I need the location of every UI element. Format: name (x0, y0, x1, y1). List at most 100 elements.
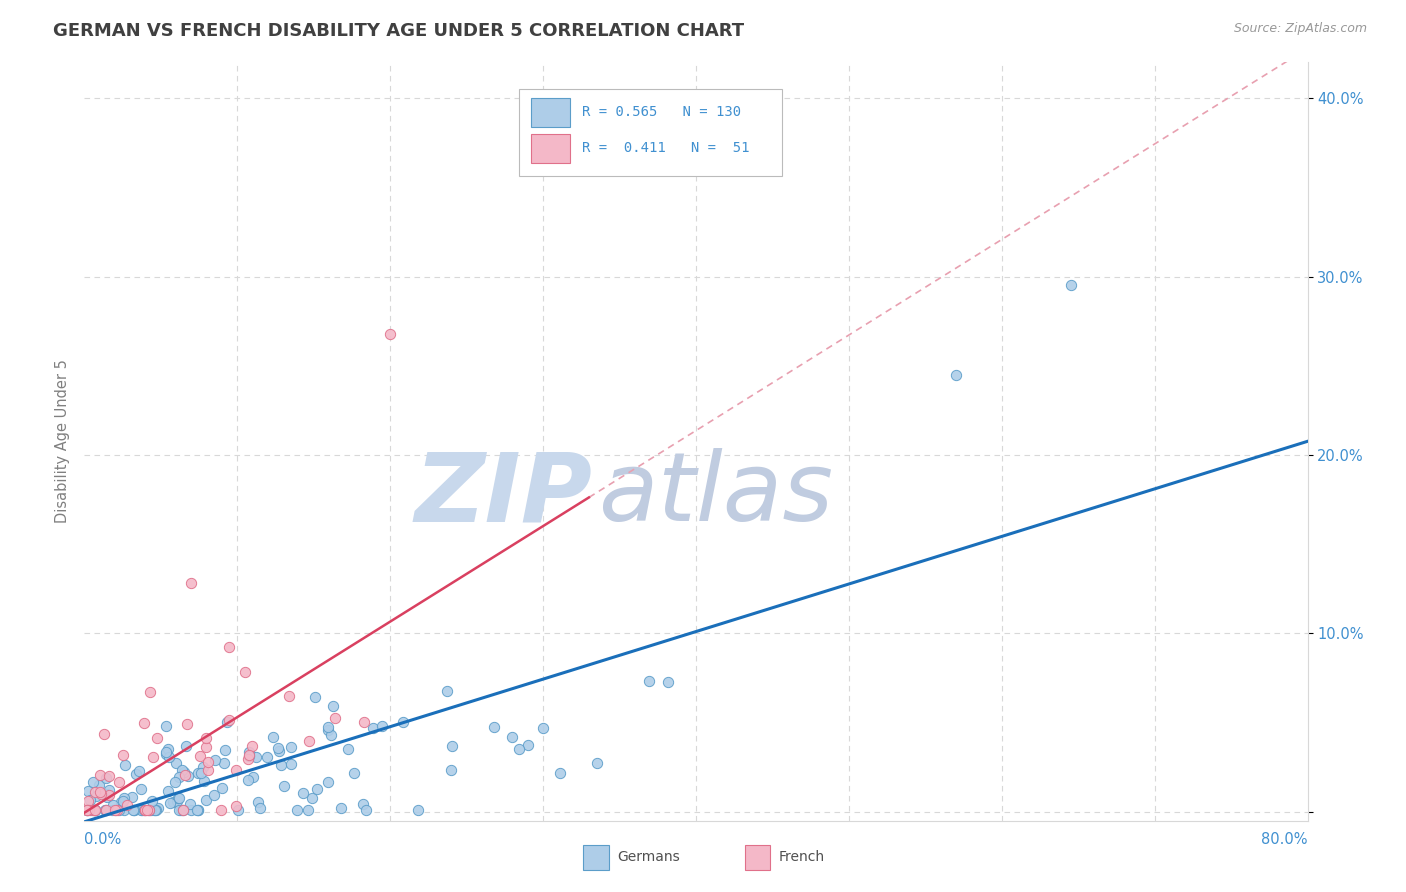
Point (657, 674, 679, 689)
Point (225, 763, 247, 777)
Point (132, 716, 155, 731)
Text: 80.0%: 80.0% (1261, 831, 1308, 847)
Point (316, 720, 339, 734)
Point (110, 795, 132, 809)
Point (121, 789, 143, 804)
Point (129, 803, 152, 817)
Point (240, 739, 263, 753)
Point (77, 784, 100, 798)
Point (169, 790, 191, 805)
Point (77, 803, 100, 817)
Point (280, 740, 302, 755)
Point (325, 711, 347, 725)
Point (138, 803, 160, 817)
Point (247, 795, 270, 809)
Point (548, 766, 571, 780)
Point (83, 803, 105, 817)
Point (155, 719, 177, 733)
Point (170, 803, 193, 817)
Point (94, 771, 117, 785)
Point (236, 773, 259, 788)
Point (226, 803, 249, 817)
Point (186, 766, 208, 780)
Point (392, 714, 415, 729)
Point (83, 803, 105, 817)
Point (517, 738, 540, 752)
Point (280, 756, 302, 771)
Point (77, 794, 100, 808)
Point (245, 749, 267, 764)
Point (157, 742, 180, 756)
FancyBboxPatch shape (531, 98, 569, 127)
Point (122, 803, 145, 817)
Point (482, 721, 505, 735)
Point (101, 803, 124, 817)
Text: Germans: Germans (617, 850, 681, 864)
Point (194, 731, 217, 745)
Point (322, 698, 344, 713)
Point (141, 794, 163, 808)
Point (159, 797, 181, 811)
Point (197, 755, 219, 769)
Point (139, 685, 162, 699)
Point (301, 791, 323, 805)
Point (304, 690, 326, 705)
Point (242, 770, 264, 784)
Point (146, 801, 169, 815)
Point (436, 683, 458, 698)
Point (101, 797, 124, 812)
Point (108, 803, 131, 817)
Point (238, 752, 260, 766)
Point (94, 803, 117, 817)
Text: R =  0.411   N =  51: R = 0.411 N = 51 (582, 141, 749, 155)
Point (141, 749, 163, 764)
Point (97, 783, 120, 797)
Point (316, 723, 339, 738)
Point (191, 760, 214, 774)
Point (218, 713, 240, 727)
Point (298, 734, 321, 748)
Point (291, 786, 314, 800)
Point (352, 797, 374, 811)
Point (211, 780, 233, 795)
Point (197, 763, 219, 777)
Point (166, 794, 188, 808)
Point (204, 753, 226, 767)
Point (233, 665, 256, 679)
Point (297, 803, 319, 817)
Point (82, 803, 104, 817)
Point (84, 785, 107, 799)
Point (187, 803, 209, 817)
Point (638, 674, 661, 689)
Point (945, 368, 967, 382)
Point (278, 689, 301, 703)
Point (155, 747, 177, 761)
Point (217, 714, 239, 729)
Text: 0.0%: 0.0% (84, 831, 121, 847)
Point (167, 790, 190, 805)
Text: GERMAN VS FRENCH DISABILITY AGE UNDER 5 CORRELATION CHART: GERMAN VS FRENCH DISABILITY AGE UNDER 5 … (53, 22, 745, 40)
Point (138, 803, 160, 817)
Point (89, 768, 111, 782)
Point (134, 803, 156, 817)
Point (172, 803, 194, 817)
Point (114, 757, 136, 772)
Point (76, 803, 98, 817)
Point (190, 749, 212, 764)
Point (76, 803, 98, 817)
Point (80, 803, 103, 817)
Point (76, 803, 98, 817)
Point (262, 731, 284, 745)
Point (273, 779, 295, 793)
Point (112, 791, 135, 805)
Point (122, 803, 145, 817)
Point (193, 773, 215, 788)
Point (176, 717, 198, 731)
Point (165, 774, 187, 789)
Text: French: French (779, 850, 825, 864)
Point (173, 768, 195, 782)
Point (353, 714, 375, 729)
Point (267, 744, 290, 758)
Point (343, 766, 366, 780)
Point (440, 739, 463, 754)
